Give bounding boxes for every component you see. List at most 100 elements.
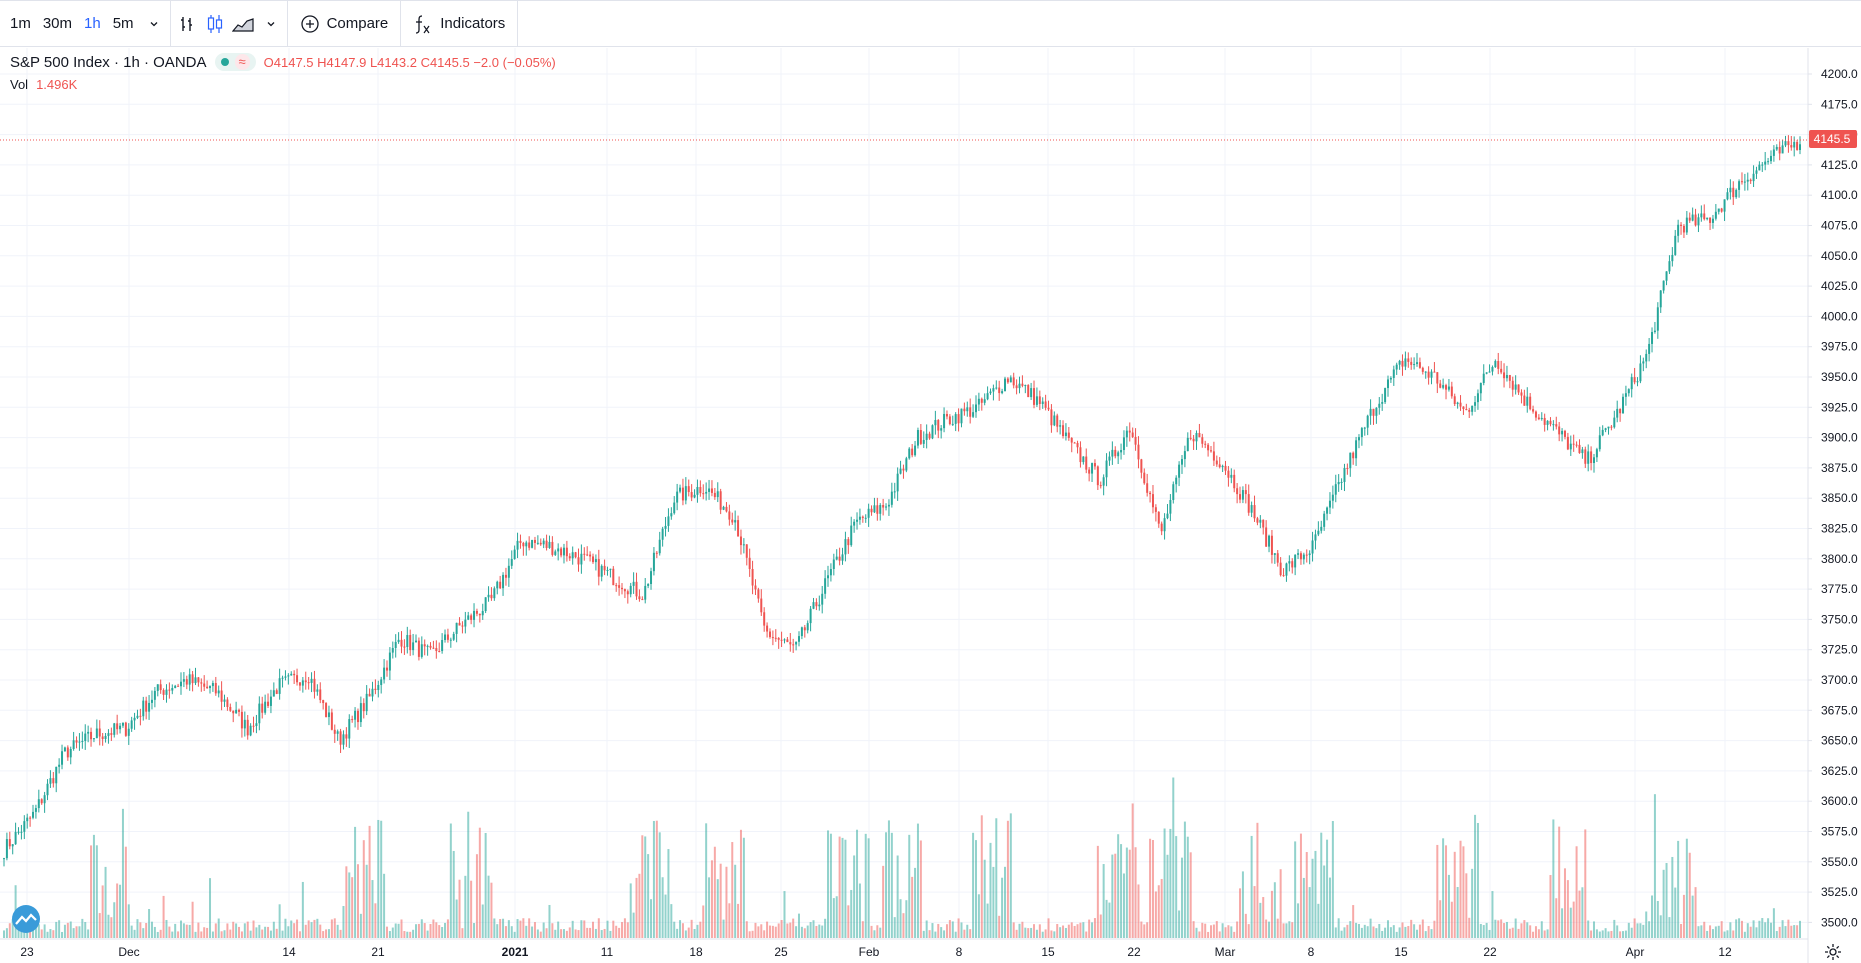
candle-body	[1004, 378, 1007, 392]
volume-label[interactable]: Vol	[10, 76, 29, 92]
candle-body	[940, 428, 943, 431]
volume-bar	[223, 930, 226, 938]
volume-bar	[1540, 921, 1543, 938]
candle-body	[1256, 518, 1259, 523]
volume-bar	[974, 840, 977, 938]
candle-body	[737, 520, 740, 537]
price-tick-label: 3950.0	[1821, 370, 1858, 384]
volume-bar	[522, 918, 525, 938]
candle-body	[1006, 378, 1009, 383]
chevron-down-icon[interactable]	[257, 1, 285, 46]
candle-body	[174, 685, 177, 689]
gear-icon[interactable]	[1824, 943, 1842, 961]
volume-bar	[8, 923, 11, 938]
candle-body	[1180, 459, 1183, 465]
volume-bar	[728, 903, 731, 938]
interval-1h-button[interactable]: 1h	[84, 15, 101, 32]
volume-bar	[1317, 903, 1320, 938]
candle-body	[847, 539, 850, 546]
candle-body	[1474, 402, 1477, 406]
candle-body	[1297, 553, 1300, 555]
chart-grid	[0, 48, 1808, 938]
candlestick-icon[interactable]	[201, 1, 229, 46]
candle-body	[977, 398, 980, 405]
volume-bar	[374, 903, 377, 938]
price-chart[interactable]: 4200.04175.04150.04125.04100.04075.04050…	[0, 47, 1861, 963]
volume-bar	[858, 883, 861, 938]
volume-bar	[1552, 819, 1555, 938]
interval-30m-button[interactable]: 30m	[42, 15, 73, 32]
candle-body	[40, 799, 43, 804]
candle-body	[1038, 396, 1041, 404]
volume-bar	[502, 918, 505, 938]
volume-bar	[278, 904, 281, 938]
volume-bar	[1590, 930, 1593, 938]
volume-bar	[902, 913, 905, 938]
time-axis[interactable]: 23 Dec 14 21 2021 11 18 25 Feb 8 15 22 Mar 8 15 22 Apr 12	[0, 938, 1808, 959]
candle-body	[1758, 164, 1761, 171]
volume-bar	[960, 922, 963, 938]
legend-status-pill[interactable]: ≈	[214, 53, 256, 71]
candle-body	[1604, 428, 1607, 430]
candle-body	[1648, 343, 1651, 354]
volume-bar	[1198, 931, 1201, 938]
volume-bar	[1555, 898, 1558, 938]
wave-icon: ≈	[234, 54, 250, 70]
volume-bar	[1357, 923, 1360, 938]
volume-bar	[1529, 925, 1532, 938]
volume-bar	[879, 927, 882, 938]
candle-body	[1050, 409, 1053, 426]
tradingview-logo-icon[interactable]	[12, 905, 40, 933]
candle-body	[1651, 331, 1654, 344]
volume-bar	[165, 919, 168, 938]
candle-body	[1491, 367, 1494, 372]
interval-5m-button[interactable]: 5m	[112, 15, 134, 32]
candle-body	[1340, 481, 1343, 483]
candle-body	[304, 680, 307, 683]
volume-bar	[377, 819, 380, 938]
candle-body	[1360, 428, 1363, 438]
volume-bar	[519, 920, 522, 938]
volume-bar	[1520, 923, 1523, 938]
volume-bar	[1273, 882, 1276, 938]
candle-body	[95, 728, 98, 739]
volume-bar	[1465, 873, 1468, 938]
volume-bar	[647, 854, 650, 938]
volume-bar	[1787, 919, 1790, 938]
candle-body	[359, 703, 362, 723]
interval-1m-button[interactable]: 1m	[10, 15, 31, 32]
volume-bar	[1180, 857, 1183, 938]
bar-chart-icon[interactable]	[173, 1, 201, 46]
candle-body	[821, 593, 824, 605]
volume-bar	[1215, 921, 1218, 938]
volume-bar	[560, 929, 563, 938]
compare-button[interactable]: Compare	[290, 1, 399, 46]
volume-bar	[354, 826, 357, 938]
volume-bar	[1102, 864, 1105, 938]
area-chart-icon[interactable]	[229, 1, 257, 46]
candle-body	[647, 584, 650, 586]
volume-bar	[1160, 878, 1163, 938]
candle-body	[600, 565, 603, 577]
volume-bar	[385, 926, 388, 938]
volume-bar	[615, 925, 618, 938]
volume-bar	[188, 924, 191, 938]
volume-bar	[296, 919, 299, 938]
volume-bar	[1314, 850, 1317, 938]
candle-body	[1430, 371, 1433, 378]
indicators-button[interactable]: Indicators	[403, 1, 515, 46]
price-axis[interactable]: 4200.04175.04150.04125.04100.04075.04050…	[1807, 48, 1858, 963]
volume-bar	[847, 905, 850, 938]
chevron-down-icon[interactable]	[140, 1, 168, 46]
volume-bar	[1006, 820, 1009, 938]
candle-body	[1790, 145, 1793, 148]
volume-bar	[1247, 924, 1250, 938]
symbol-title[interactable]: S&P 500 Index · 1h · OANDA	[10, 53, 207, 71]
candle-body	[829, 569, 832, 576]
volume-bar	[1340, 930, 1343, 938]
volume-bar	[1334, 927, 1337, 938]
volume-bar	[1453, 851, 1456, 938]
candle-body	[763, 612, 766, 626]
candle-body	[1462, 406, 1465, 409]
volume-bar	[1398, 927, 1401, 938]
